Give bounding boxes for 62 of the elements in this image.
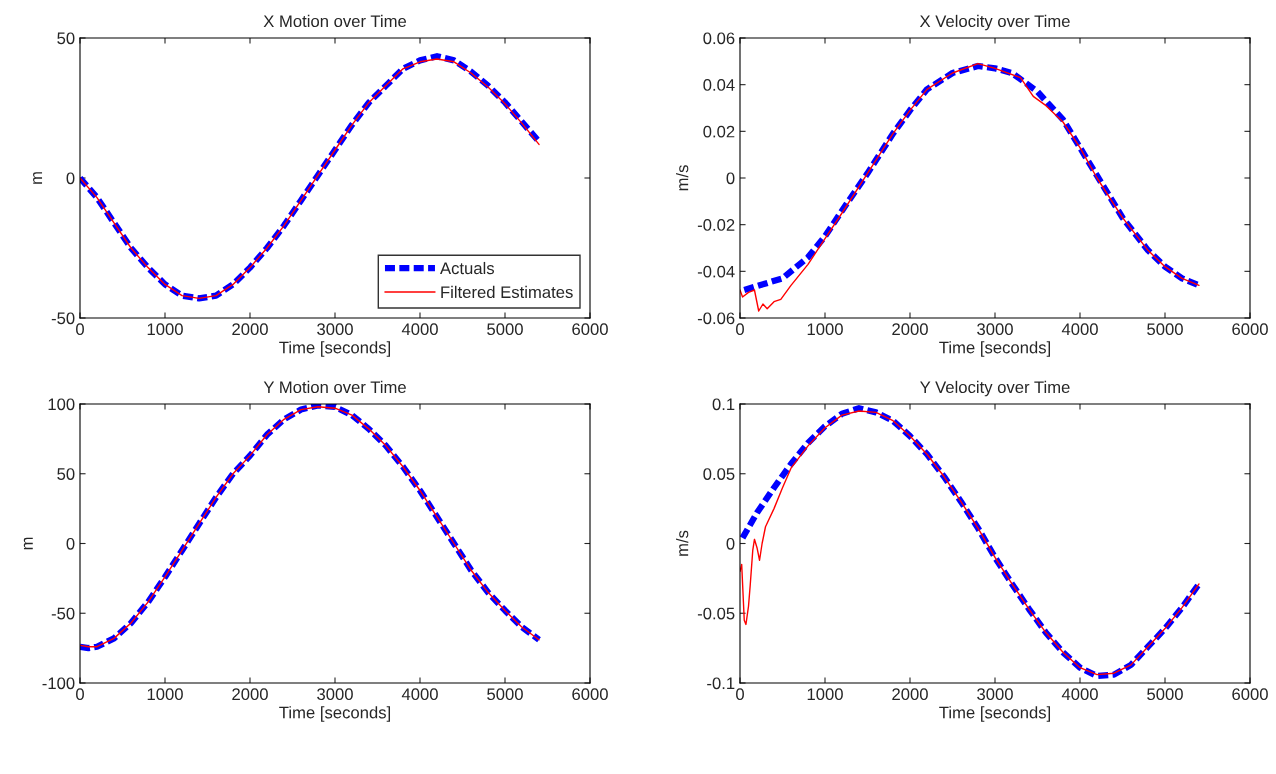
y-tick-label: 0	[726, 537, 735, 550]
y-tick-label: -50	[51, 607, 75, 620]
y-tick-label: -0.02	[697, 219, 735, 231]
y-tick-label: 0	[726, 172, 735, 185]
x-tick-label: 6000	[572, 688, 608, 701]
x-tick-label: 1000	[147, 688, 183, 701]
chart-title: X Velocity over Time	[919, 14, 1070, 31]
x-tick-label: 1000	[807, 688, 843, 701]
x-axis-title: Time [seconds]	[279, 706, 391, 722]
x-axis-title: Time [seconds]	[279, 341, 391, 357]
x-tick-label: 4000	[401, 323, 438, 336]
x-tick-label: 1000	[147, 323, 183, 336]
y-tick-label: 0.02	[703, 125, 735, 138]
y-tick-label: 0.05	[703, 468, 735, 480]
x-tick-label: 3000	[977, 688, 1013, 701]
x-tick-label: 2000	[232, 323, 268, 336]
y-tick-label: -0.05	[697, 607, 735, 620]
x-tick-label: 5000	[1147, 323, 1183, 336]
x-tick-label: 3000	[977, 323, 1013, 336]
x-tick-label: 1000	[807, 323, 843, 336]
x-tick-label: 4000	[401, 688, 438, 701]
x-tick-label: 5000	[1147, 688, 1183, 701]
y-tick-label: -100	[42, 677, 75, 690]
x-tick-label: 2000	[232, 688, 268, 701]
x-axis-title: Time [seconds]	[939, 706, 1051, 722]
x-tick-label: 4000	[1061, 323, 1098, 336]
x-tick-label: 6000	[1232, 323, 1268, 336]
chart-title: X Motion over Time	[263, 14, 407, 28]
y-axis-title: m	[33, 172, 43, 184]
x-tick-label: 0	[736, 688, 744, 701]
x-tick-label: 0	[76, 688, 84, 701]
y-tick-label: -50	[51, 312, 75, 325]
legend-label: Actuals	[440, 261, 495, 275]
legend-label: Filtered Estimates	[441, 285, 573, 299]
x-tick-label: 2000	[892, 323, 928, 336]
y-tick-label: -0.1	[707, 677, 735, 690]
y-axis-title: m/s	[676, 165, 689, 191]
y-axis-title: m	[23, 537, 33, 550]
x-tick-label: 5000	[487, 323, 523, 336]
y-tick-label: 0.06	[703, 32, 735, 45]
x-tick-label: 0	[736, 323, 744, 336]
y-tick-label: -0.04	[697, 265, 735, 278]
x-tick-label: 6000	[1232, 688, 1268, 701]
x-tick-label: 5000	[487, 688, 523, 701]
chart-title: Y Velocity over Time	[920, 380, 1070, 397]
x-tick-label: 2000	[892, 688, 928, 701]
y-tick-label: 0.04	[703, 79, 735, 91]
y-tick-label: 0.1	[712, 398, 735, 411]
y-tick-label: 0	[66, 537, 75, 550]
y-axis-title: m/s	[676, 530, 689, 556]
chart-title: Y Motion over Time	[263, 380, 406, 394]
y-tick-label: 100	[48, 398, 75, 411]
x-tick-label: 0	[76, 323, 84, 336]
x-axis-title: Time [seconds]	[939, 341, 1051, 357]
x-tick-label: 3000	[317, 323, 353, 336]
x-tick-label: 6000	[572, 323, 608, 336]
x-tick-label: 3000	[317, 688, 353, 701]
y-tick-label: -0.06	[697, 312, 735, 325]
y-tick-label: 50	[57, 468, 75, 480]
y-tick-label: 50	[57, 32, 75, 45]
x-tick-label: 4000	[1061, 688, 1098, 701]
y-tick-label: 0	[66, 172, 75, 185]
